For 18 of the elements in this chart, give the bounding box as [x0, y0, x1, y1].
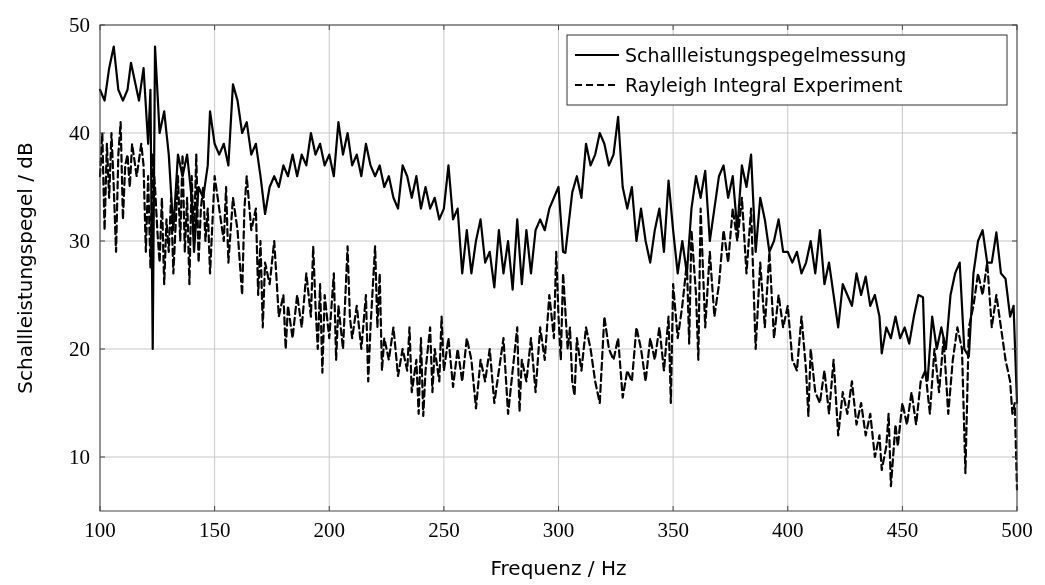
- y-tick-label: 10: [69, 445, 90, 469]
- y-tick-label: 40: [69, 121, 90, 145]
- y-tick-label: 30: [69, 229, 90, 253]
- x-tick-label: 300: [542, 518, 575, 542]
- x-tick-label: 150: [198, 518, 231, 542]
- x-tick-label: 400: [772, 518, 804, 542]
- y-tick-label: 20: [69, 337, 90, 361]
- x-tick-label: 200: [313, 518, 345, 542]
- x-tick-label: 350: [657, 518, 689, 542]
- y-axis-title: Schallleistungspegel / dB: [13, 142, 37, 394]
- x-tick-label: 250: [428, 518, 460, 542]
- legend-label: Schallleistungspegelmessung: [625, 44, 907, 66]
- x-tick-label: 450: [886, 518, 919, 542]
- x-axis-title: Frequenz / Hz: [490, 556, 627, 580]
- x-tick-label: 500: [1001, 518, 1033, 542]
- x-tick-label: 100: [84, 518, 116, 542]
- y-tick-label: 50: [69, 13, 90, 37]
- legend-label: Rayleigh Integral Experiment: [625, 74, 903, 96]
